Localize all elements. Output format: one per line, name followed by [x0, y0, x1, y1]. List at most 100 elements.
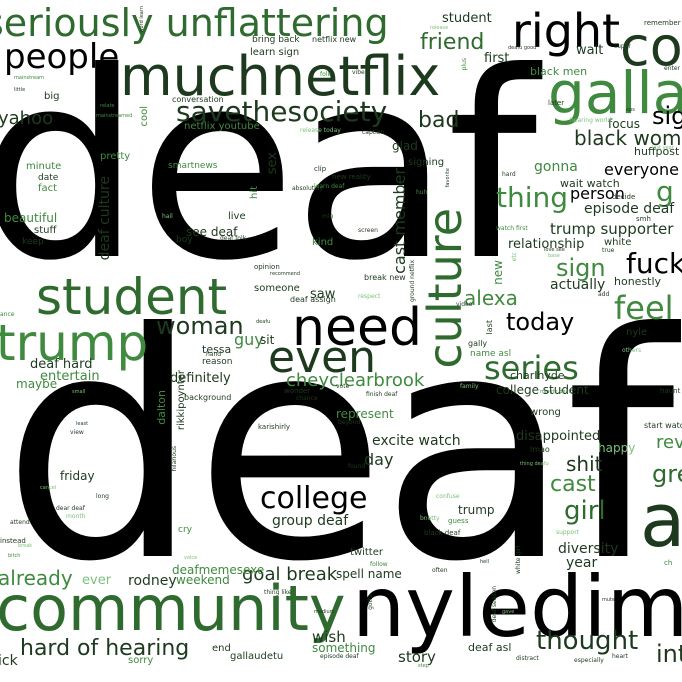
- word-episode-deaf: episode deaf: [584, 201, 675, 217]
- word-cool: cool: [139, 106, 150, 127]
- word-goal-break: goal break: [242, 564, 338, 585]
- word-sign-2: sign: [652, 102, 682, 130]
- word-mute: mute: [602, 597, 616, 603]
- word-black-men: black men: [530, 65, 588, 78]
- word-someone: someone: [254, 283, 300, 294]
- word-story: story: [398, 648, 436, 666]
- word-small: small: [72, 389, 86, 395]
- word-group-deaf: group deaf: [272, 513, 349, 529]
- word-medium: medium: [314, 609, 335, 615]
- word-cry: cry: [178, 525, 192, 535]
- word-cancel: cancel: [40, 485, 57, 491]
- word-kind: kind: [312, 237, 334, 248]
- word-month: month: [66, 513, 86, 520]
- word-deaf-hard: deaf hard: [30, 357, 93, 372]
- word-new-reality: new reality: [332, 173, 371, 181]
- word-cast: cast: [550, 472, 596, 497]
- word-hilarious: hilarious: [171, 446, 178, 472]
- word-thing-deafu: thing deafu: [520, 461, 549, 467]
- word-long: long: [96, 493, 109, 500]
- word-keep: keep: [22, 237, 44, 247]
- word-last-year: last year: [652, 145, 674, 151]
- word-gally: gally: [468, 339, 488, 348]
- word-wait: wait: [576, 43, 604, 58]
- word-voice: voice: [184, 555, 198, 561]
- word-nyledim: nyledim: [352, 558, 682, 656]
- word-deaf-large-bottom: deaf: [2, 266, 675, 630]
- word-alexa: alexa: [464, 286, 518, 310]
- word-especially: especially: [574, 657, 604, 664]
- word-wish: wish: [312, 628, 346, 646]
- word-enter: enter: [664, 65, 681, 72]
- word-cheyclearbrook: cheyclearbrook: [286, 370, 425, 391]
- word-vote: vote: [336, 383, 350, 390]
- word-add: add: [598, 291, 610, 298]
- word-nyle: nyle: [626, 327, 648, 338]
- word-start-watch: start watch: [644, 421, 682, 430]
- word-feel: feel: [614, 289, 674, 327]
- word-others: others: [622, 347, 642, 354]
- word-fact: fact: [38, 183, 58, 194]
- word-excite-watch: excite watch: [372, 433, 461, 449]
- word-twitter: twitter: [350, 547, 383, 558]
- word-min: min: [322, 213, 334, 220]
- word-karishirly: karishirly: [258, 423, 291, 431]
- word-video: video: [456, 301, 473, 308]
- word-name-asl: name asl: [470, 349, 512, 359]
- word-learn-deaf: learn deaf: [314, 183, 345, 190]
- word-deafu-good: deafu good: [508, 45, 537, 51]
- word-signing: signing: [408, 157, 445, 168]
- word-fuck: fuck: [626, 247, 682, 280]
- word-screen: screen: [358, 227, 378, 234]
- word-chance: chance: [296, 395, 318, 402]
- word-a: a: [640, 478, 682, 564]
- word-thing: thing: [496, 181, 569, 214]
- word-rodney: rodney: [128, 573, 177, 589]
- word-absolutely: absolutely: [292, 185, 324, 192]
- word-background: background: [184, 393, 232, 402]
- word-black-deaf: black deaf: [424, 529, 461, 537]
- word-gallaudetu: gallaudetu: [230, 651, 284, 662]
- word-netflix-new: netflix new: [312, 35, 357, 44]
- word-reason: reason: [202, 357, 233, 367]
- word-huh: huh: [416, 189, 428, 196]
- word-later: later: [548, 99, 565, 107]
- word-break-new: break new: [364, 273, 406, 282]
- word-netflix-youtube: netflix youtube: [184, 121, 260, 132]
- word-ever: ever: [82, 573, 112, 588]
- word-hail: hail: [162, 213, 173, 220]
- word-huffpost: huffpost: [634, 145, 680, 158]
- word-dalton: dalton: [155, 390, 168, 425]
- word-thing-like: thing like: [264, 589, 292, 596]
- word-heart: heart: [612, 653, 628, 660]
- word-deafmemesexe: deafmemesexe: [172, 563, 265, 577]
- word-lmao: lmao: [530, 445, 550, 454]
- word-deaf-season: deaf season: [491, 586, 498, 623]
- word-student-small: student: [442, 11, 492, 26]
- word-dear-deaf: dear deaf: [56, 505, 85, 512]
- word-culture: culture: [418, 208, 472, 369]
- word-view: view: [70, 429, 84, 436]
- word-trump-large: trump: [0, 314, 149, 372]
- word-entertain: entertain: [40, 369, 100, 384]
- word-saw: saw: [310, 287, 336, 302]
- word-community: community: [0, 572, 346, 645]
- word-beautiful: beautiful: [4, 211, 58, 225]
- word-beyond: beyond: [338, 419, 361, 426]
- word-friday: friday: [60, 469, 95, 483]
- word-caption: caption: [362, 129, 385, 136]
- word-charlhyde: charlhyde: [510, 369, 565, 382]
- word-mainstreamed: mainstreamed: [96, 113, 133, 119]
- word-co: co: [620, 15, 682, 78]
- word-end: end: [212, 643, 231, 654]
- word-shit: shit: [566, 452, 603, 476]
- word-cast-member: cast member: [390, 168, 409, 274]
- word-release: release: [430, 25, 449, 31]
- word-today: today: [506, 308, 575, 336]
- word-people: people: [4, 37, 120, 77]
- word-person: person: [570, 184, 625, 203]
- word-new: new: [491, 260, 505, 285]
- word-student: student: [36, 268, 228, 326]
- word-etc: etc: [511, 252, 518, 262]
